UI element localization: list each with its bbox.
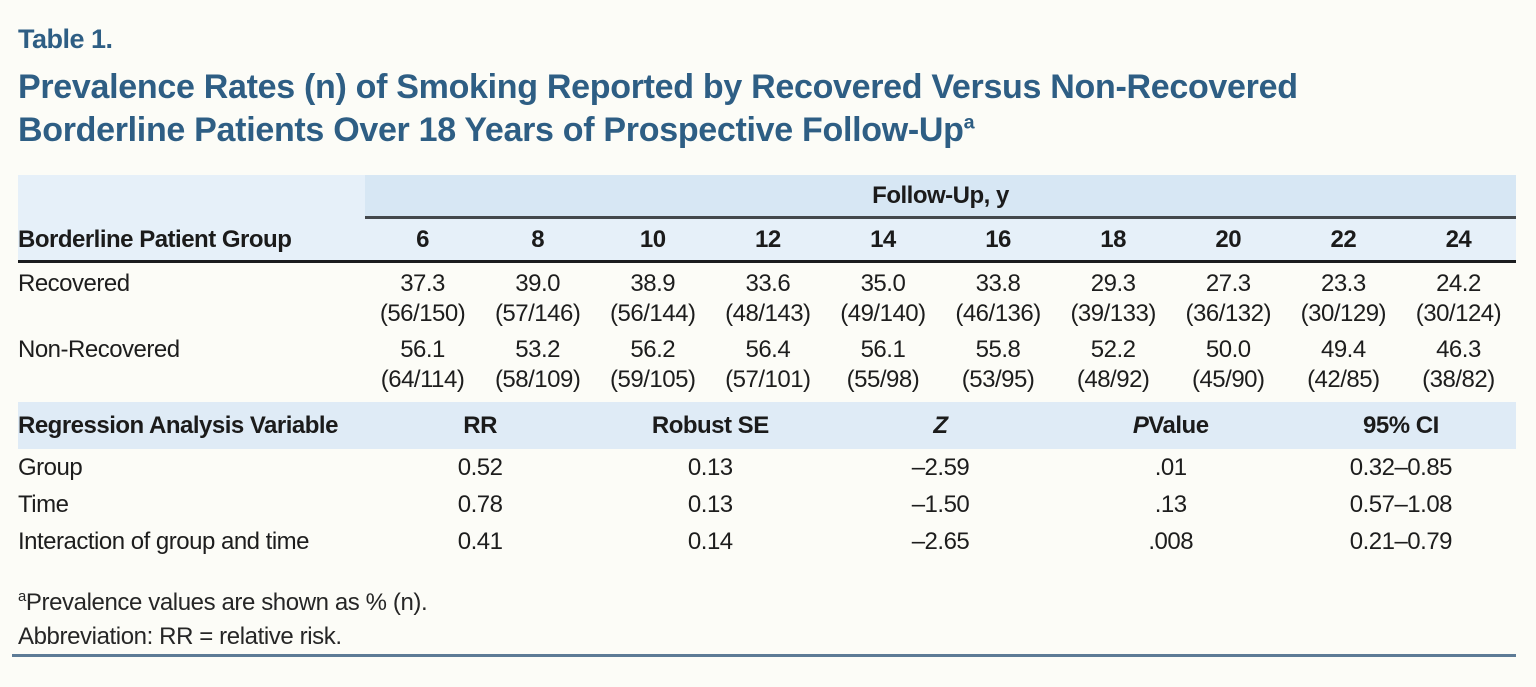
bottom-rule (12, 654, 1516, 657)
column-header-year-12: 12 (710, 219, 826, 263)
footnote-a-marker: a (18, 589, 26, 605)
table-label: Table 1. (18, 24, 113, 54)
column-header-year-20: 20 (1170, 219, 1286, 263)
regression-table: Regression Analysis Variable RR Robust S… (18, 402, 1516, 560)
prevalence-cell: 53.2 (58/109) (494, 336, 581, 393)
prevalence-cell: 35.0 (49/140) (840, 270, 926, 327)
footnote-a: aPrevalence values are shown as % (n). (18, 589, 428, 616)
prevalence-cell: 46.3 (38/82) (1422, 336, 1495, 393)
row-label-interaction: Interaction of group and time (18, 527, 310, 555)
page-title: Prevalence Rates (n) of Smoking Reported… (18, 66, 1508, 152)
column-header-group: Borderline Patient Group (18, 219, 365, 263)
footnote-abbreviation: Abbreviation: RR = relative risk. (18, 623, 342, 650)
prevalence-cell: 23.3 (30/129) (1300, 270, 1387, 327)
column-header-year-18: 18 (1055, 219, 1171, 263)
column-header-robust-se: Robust SE (595, 402, 826, 449)
regression-cell: 0.41 (457, 527, 503, 555)
prevalence-cell: 50.0 (45/90) (1191, 336, 1265, 393)
row-label-non-recovered: Non-Recovered (18, 336, 180, 363)
prevalence-cell: 56.4 (57/101) (725, 336, 811, 393)
regression-cell: 0.52 (457, 453, 503, 481)
table-footnotes: aPrevalence values are shown as % (n). A… (18, 586, 428, 654)
prevalence-cell: 24.2 (30/124) (1415, 270, 1502, 327)
regression-cell: .13 (1154, 490, 1187, 518)
column-header-year-22: 22 (1285, 219, 1401, 263)
regression-cell: 0.14 (687, 527, 733, 555)
column-header-regression-variable: Regression Analysis Variable (18, 402, 365, 449)
regression-cell: 0.13 (687, 453, 733, 481)
row-label-recovered: Recovered (18, 270, 130, 297)
prevalence-cell: 27.3 (36/132) (1185, 270, 1272, 327)
column-header-p-value: P Value (1055, 402, 1286, 449)
span-header-follow-up: Follow-Up, y (365, 175, 1516, 219)
regression-cell: 0.32–0.85 (1349, 453, 1453, 481)
column-header-95-ci: 95% CI (1285, 402, 1516, 449)
column-header-year-10: 10 (595, 219, 711, 263)
column-header-z: Z (825, 402, 1056, 449)
regression-cell: 0.21–0.79 (1349, 527, 1453, 555)
column-header-year-24: 24 (1400, 219, 1516, 263)
column-header-year-6: 6 (365, 219, 481, 263)
column-header-year-16: 16 (940, 219, 1056, 263)
prevalence-table: Follow-Up, y Borderline Patient Group 6 … (18, 175, 1516, 395)
row-label-group: Group (18, 453, 83, 481)
column-header-year-8: 8 (480, 219, 596, 263)
corner-cell (18, 175, 365, 219)
prevalence-cell: 49.4 (42/85) (1307, 336, 1380, 393)
column-header-year-14: 14 (825, 219, 941, 263)
regression-cell: 0.78 (457, 490, 503, 518)
column-header-rr: RR (365, 402, 596, 449)
regression-cell: .008 (1148, 527, 1194, 555)
regression-cell: –2.65 (911, 527, 970, 555)
regression-cell: –2.59 (911, 453, 970, 481)
prevalence-cell: 37.3 (56/150) (379, 270, 466, 327)
prevalence-cell: 39.0 (57/146) (494, 270, 581, 327)
prevalence-cell: 29.3 (39/133) (1070, 270, 1156, 327)
prevalence-cell: 55.8 (53/95) (961, 336, 1035, 393)
prevalence-cell: 56.1 (64/114) (380, 336, 465, 393)
regression-cell: 0.57–1.08 (1349, 490, 1453, 518)
prevalence-cell: 56.2 (59/105) (610, 336, 696, 393)
prevalence-cell: 33.6 (48/143) (725, 270, 811, 327)
prevalence-cell: 52.2 (48/92) (1076, 336, 1150, 393)
regression-cell: .01 (1154, 453, 1187, 481)
prevalence-cell: 56.1 (55/98) (846, 336, 920, 393)
row-label-time: Time (18, 490, 69, 518)
title-line-2: Borderline Patients Over 18 Years of Pro… (18, 111, 964, 149)
prevalence-cell: 38.9 (56/144) (610, 270, 696, 327)
regression-cell: –1.50 (911, 490, 970, 518)
title-line-1: Prevalence Rates (n) of Smoking Reported… (18, 68, 1298, 106)
title-footnote-marker: a (963, 111, 975, 134)
prevalence-cell: 33.8 (46/136) (955, 270, 1041, 327)
regression-cell: 0.13 (687, 490, 733, 518)
